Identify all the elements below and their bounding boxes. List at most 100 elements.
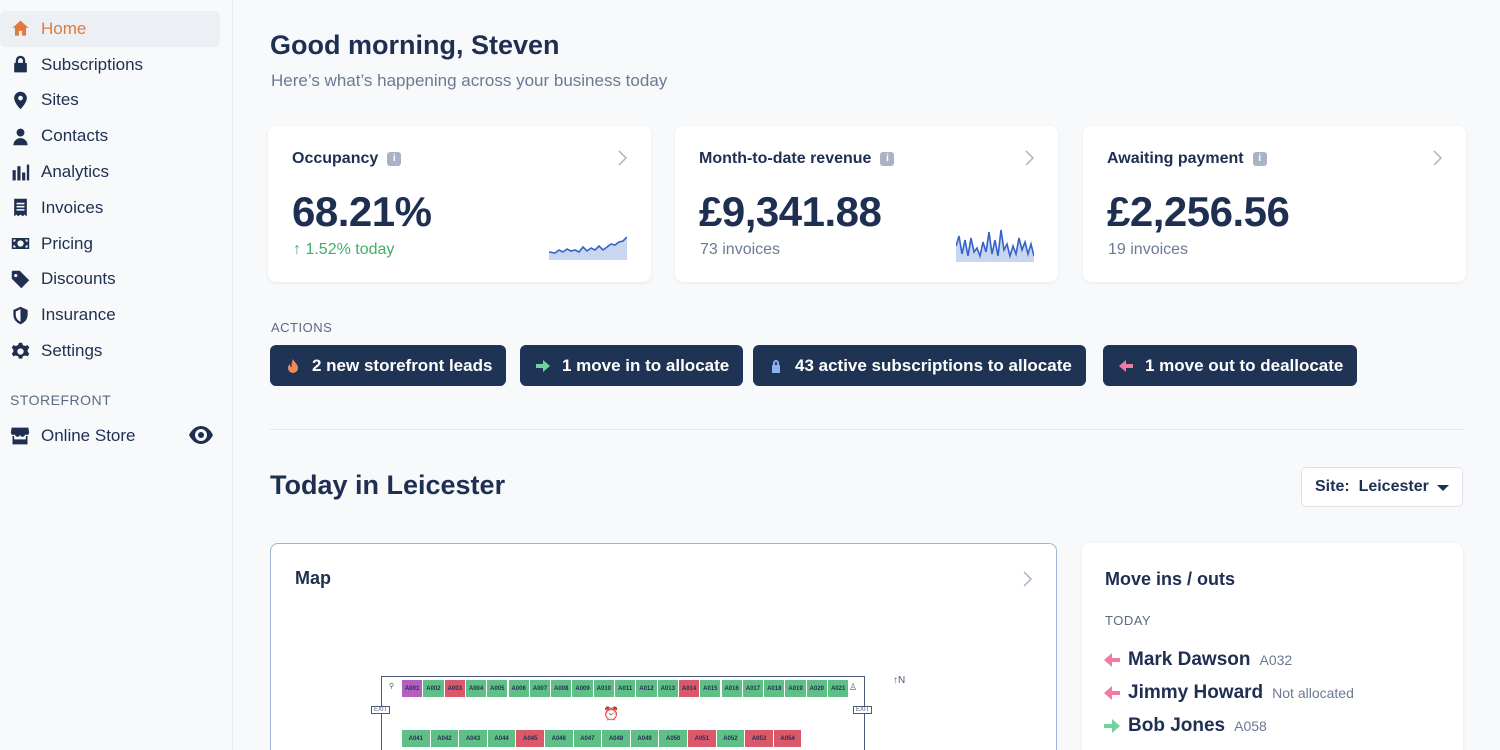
move-in-allocate-button[interactable]: 1 move in to allocate <box>520 345 744 386</box>
subscriptions-allocate-button[interactable]: 43 active subscriptions to allocate <box>753 345 1086 386</box>
stairs-icon: ⚲ <box>389 683 395 690</box>
card-title: Move ins / outs <box>1105 569 1236 589</box>
receipt-icon <box>10 198 30 218</box>
unit-a046[interactable]: A046 <box>545 730 574 747</box>
sidebar-item-analytics[interactable]: Analytics <box>0 154 233 190</box>
sidebar-item-sites[interactable]: Sites <box>0 83 233 119</box>
unit-a041[interactable]: A041 <box>402 730 431 747</box>
unit-a007[interactable]: A007 <box>529 680 552 697</box>
sidebar-item-home[interactable]: Home <box>0 11 220 47</box>
caret-down-icon <box>1437 485 1449 491</box>
move-out-deallocate-button[interactable]: 1 move out to deallocate <box>1103 345 1358 386</box>
unit-a012[interactable]: A012 <box>636 680 658 697</box>
unit-a053[interactable]: A053 <box>745 730 774 747</box>
unit-a020[interactable]: A020 <box>806 680 828 697</box>
unit-a047[interactable]: A047 <box>573 730 603 747</box>
move-unit: Not allocated <box>1272 685 1354 701</box>
move-name: Mark Dawson <box>1128 649 1251 670</box>
storefront-section-title: STOREFRONT <box>10 392 112 408</box>
unit-a011[interactable]: A011 <box>615 680 637 697</box>
money-icon <box>10 234 30 254</box>
unit-a051[interactable]: A051 <box>688 730 717 747</box>
chevron-right-icon[interactable] <box>617 150 628 166</box>
page-subtitle: Here’s what’s happening across your busi… <box>271 71 668 90</box>
move-name: Jimmy Howard <box>1128 682 1264 703</box>
actions-title: ACTIONS <box>271 320 333 335</box>
unit-a050[interactable]: A050 <box>659 730 688 747</box>
unit-a016[interactable]: A016 <box>721 680 743 697</box>
unit-a043[interactable]: A043 <box>459 730 488 747</box>
unit-a044[interactable]: A044 <box>487 730 517 747</box>
sidebar-item-invoices[interactable]: Invoices <box>0 190 233 226</box>
awaiting-payment-card[interactable]: Awaiting payment i £2,256.56 19 invoices <box>1083 126 1466 282</box>
unit-a045[interactable]: A045 <box>516 730 545 747</box>
page-title: Good morning, Steven <box>270 30 560 60</box>
sidebar-item-label: Analytics <box>41 162 110 182</box>
info-icon[interactable]: i <box>1252 152 1267 166</box>
store-icon <box>10 426 30 446</box>
exit-sign: EXIT <box>371 706 391 714</box>
move-ins-outs-card: Move ins / outs TODAY Mark Dawson A032 J… <box>1082 543 1463 750</box>
unit-a048[interactable]: A048 <box>602 730 631 747</box>
move-row[interactable]: Mark Dawson A032 <box>1104 649 1292 671</box>
exit-sign: EXIT <box>853 706 873 714</box>
unit-a014[interactable]: A014 <box>678 680 701 697</box>
card-value: £2,256.56 <box>1107 188 1290 235</box>
unit-a049[interactable]: A049 <box>630 730 660 747</box>
today-label: TODAY <box>1105 613 1152 628</box>
occupancy-sparkline <box>549 236 627 260</box>
unit-a003[interactable]: A003 <box>444 680 466 697</box>
unit-a004[interactable]: A004 <box>465 680 488 697</box>
chevron-right-icon[interactable] <box>1022 571 1033 587</box>
unit-a009[interactable]: A009 <box>572 680 594 697</box>
location-pin-icon <box>10 90 30 110</box>
sidebar-item-online-store[interactable]: Online Store <box>0 418 233 454</box>
site-select[interactable]: Site: Leicester <box>1301 467 1463 507</box>
unit-a010[interactable]: A010 <box>593 680 615 697</box>
alarm-icon: ⏰ <box>603 706 620 721</box>
unit-a001[interactable]: A001 <box>402 680 424 697</box>
arrow-left-icon <box>1104 686 1120 700</box>
sidebar-item-pricing[interactable]: Pricing <box>0 226 233 262</box>
arrow-right-icon <box>536 359 550 373</box>
unit-a052[interactable]: A052 <box>716 730 746 747</box>
unit-a017[interactable]: A017 <box>742 680 765 697</box>
sidebar-item-label: Insurance <box>41 305 116 325</box>
unit-a006[interactable]: A006 <box>508 680 530 697</box>
unit-a015[interactable]: A015 <box>700 680 722 697</box>
info-icon[interactable]: i <box>387 152 402 166</box>
unit-a042[interactable]: A042 <box>430 730 460 747</box>
sidebar-item-insurance[interactable]: Insurance <box>0 297 233 333</box>
unit-a005[interactable]: A005 <box>487 680 509 697</box>
chevron-right-icon[interactable] <box>1024 150 1035 166</box>
sidebar-item-label: Sites <box>41 90 79 110</box>
card-invoice-count: 19 invoices <box>1108 241 1189 258</box>
storefront-leads-button[interactable]: 2 new storefront leads <box>270 345 507 386</box>
card-title: Month-to-date revenue <box>699 150 872 167</box>
sidebar-nav: Home Subscriptions Sites Contacts Analyt… <box>0 11 233 369</box>
unit-a013[interactable]: A013 <box>657 680 679 697</box>
unit-a021[interactable]: A021 <box>828 680 850 697</box>
card-value: £9,341.88 <box>699 188 882 235</box>
sidebar-item-label: Online Store <box>41 426 136 445</box>
sidebar-item-settings[interactable]: Settings <box>0 333 233 369</box>
occupancy-card[interactable]: Occupancy i 68.21% ↑ 1.52% today <box>268 126 651 282</box>
arrow-right-icon <box>1104 719 1120 733</box>
eye-icon[interactable] <box>189 426 213 444</box>
sidebar-item-subscriptions[interactable]: Subscriptions <box>0 47 233 83</box>
unit-a018[interactable]: A018 <box>764 680 786 697</box>
sidebar-item-contacts[interactable]: Contacts <box>0 118 233 154</box>
sidebar-item-label: Pricing <box>41 233 93 253</box>
unit-a054[interactable]: A054 <box>773 730 803 747</box>
chevron-right-icon[interactable] <box>1432 150 1443 166</box>
sidebar-item-discounts[interactable]: Discounts <box>0 262 233 298</box>
lock-icon <box>769 359 783 373</box>
unit-a008[interactable]: A008 <box>551 680 573 697</box>
unit-a002[interactable]: A002 <box>423 680 445 697</box>
move-row[interactable]: Jimmy Howard Not allocated <box>1104 682 1354 704</box>
unit-a019[interactable]: A019 <box>785 680 807 697</box>
revenue-card[interactable]: Month-to-date revenue i £9,341.88 73 invo… <box>675 126 1058 282</box>
info-icon[interactable]: i <box>880 152 895 166</box>
move-row[interactable]: Bob Jones A058 <box>1104 715 1267 737</box>
map-card[interactable]: Map ⚲ ♙ EXIT EXIT ⏰ ↑N A001 A002 A003 A004 A… <box>270 543 1057 750</box>
